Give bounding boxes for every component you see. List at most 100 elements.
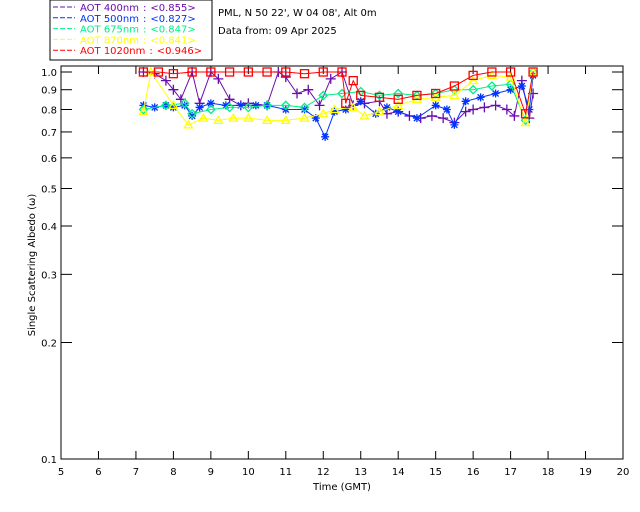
- data-point-triangle: [198, 112, 209, 122]
- data-point-square: [505, 67, 516, 77]
- data-point-triangle: [486, 70, 497, 80]
- series-line: [143, 71, 534, 116]
- data-point-diamond: [299, 102, 310, 113]
- data-point-square: [281, 67, 291, 77]
- data-point-diamond: [179, 98, 190, 109]
- legend-series-name: AOT 870nm: [80, 35, 139, 46]
- y-tick-label: 0.2: [41, 339, 57, 350]
- data-point-square: [341, 98, 351, 108]
- x-tick-label: 19: [579, 467, 592, 478]
- data-point-triangle: [228, 112, 239, 122]
- legend-series-name: AOT 1020nm: [80, 46, 145, 57]
- data-point-asterisk: [321, 132, 330, 141]
- y-tick-label: 1.0: [41, 68, 57, 79]
- data-point-square: [520, 109, 531, 119]
- y-tick-label: 0.6: [41, 154, 57, 165]
- data-point-asterisk: [442, 105, 451, 114]
- data-point-square: [337, 67, 347, 77]
- data-point-plus: [280, 72, 291, 83]
- x-tick-label: 8: [170, 467, 176, 478]
- data-point-square: [356, 90, 366, 101]
- chart-title-line-2: Data from: 09 Apr 2025: [218, 26, 337, 37]
- legend-mean: <0.841>: [150, 35, 195, 46]
- data-point-asterisk: [195, 103, 204, 112]
- data-point-triangle: [168, 100, 179, 110]
- data-point-asterisk: [188, 111, 197, 120]
- data-point-diamond: [520, 115, 531, 126]
- data-point-square: [374, 92, 385, 102]
- data-point-triangle: [138, 106, 149, 116]
- x-tick-label: 20: [617, 467, 630, 478]
- data-point-asterisk: [517, 82, 526, 91]
- data-point-plus: [460, 106, 471, 117]
- data-point-diamond: [262, 100, 272, 111]
- series-1: [139, 71, 538, 141]
- data-point-asterisk: [206, 99, 215, 108]
- data-point-plus: [303, 84, 314, 95]
- legend-separator: :: [143, 25, 146, 36]
- data-point-triangle: [527, 66, 539, 76]
- x-tick-label: 5: [58, 467, 64, 478]
- data-point-diamond: [243, 102, 254, 113]
- data-point-asterisk: [300, 105, 309, 114]
- data-point-asterisk: [382, 103, 391, 112]
- legend-box: [49, 0, 213, 61]
- y-tick-label: 0.7: [41, 128, 57, 139]
- legend-separator: :: [143, 14, 146, 25]
- series-line: [143, 75, 534, 139]
- data-point-asterisk: [356, 97, 365, 106]
- data-point-triangle: [393, 100, 404, 110]
- data-point-plus: [490, 100, 501, 111]
- data-point-triangle: [318, 108, 329, 118]
- legend-series-name: AOT 675nm: [80, 25, 139, 36]
- x-tick-label: 9: [208, 467, 214, 478]
- x-tick-label: 14: [392, 467, 405, 478]
- legend-entry: AOT 870nm: <0.841>: [80, 35, 196, 46]
- data-point-square: [299, 69, 310, 79]
- data-point-triangle: [280, 115, 291, 125]
- data-point-square: [206, 67, 216, 77]
- data-point-diamond: [224, 102, 235, 113]
- data-point-triangle: [348, 102, 359, 112]
- data-point-plus: [479, 102, 490, 113]
- data-point-plus: [168, 84, 179, 95]
- data-point-asterisk: [251, 101, 260, 110]
- legend-separator: :: [149, 46, 152, 57]
- legend-mean: <0.827>: [150, 14, 195, 25]
- data-point-plus: [213, 73, 224, 84]
- data-point-diamond: [505, 79, 516, 90]
- data-point-diamond: [318, 90, 329, 101]
- data-point-triangle: [374, 106, 385, 116]
- data-point-asterisk: [476, 93, 485, 102]
- data-point-triangle: [299, 112, 310, 122]
- data-point-square: [348, 75, 358, 86]
- data-point-asterisk: [450, 120, 459, 129]
- data-point-plus: [509, 110, 520, 121]
- data-point-plus: [325, 73, 336, 84]
- legend-separator: :: [143, 3, 146, 14]
- y-tick-label: 0.4: [41, 222, 57, 233]
- x-tick-label: 7: [133, 467, 139, 478]
- data-point-square: [187, 67, 197, 77]
- data-point-asterisk: [412, 114, 421, 123]
- data-point-plus: [160, 75, 171, 86]
- x-axis-label: Time (GMT): [312, 482, 371, 493]
- data-point-asterisk: [394, 107, 403, 116]
- data-point-diamond: [160, 100, 171, 111]
- series-line: [143, 71, 534, 123]
- x-tick-label: 13: [354, 467, 367, 478]
- legend-mean: <0.855>: [150, 3, 195, 14]
- data-point-triangle: [520, 117, 531, 127]
- x-tick-label: 15: [429, 467, 442, 478]
- legend-entry: AOT 400nm: <0.855>: [80, 3, 196, 14]
- data-point-triangle: [468, 75, 479, 85]
- data-point-triangle: [261, 115, 273, 125]
- data-point-diamond: [374, 90, 385, 101]
- data-point-square: [262, 67, 272, 77]
- data-point-diamond: [449, 84, 460, 95]
- data-point-square: [168, 69, 179, 79]
- data-point-diamond: [393, 88, 404, 99]
- data-point-square: [412, 90, 422, 101]
- data-point-plus: [426, 110, 437, 121]
- data-point-diamond: [468, 84, 479, 95]
